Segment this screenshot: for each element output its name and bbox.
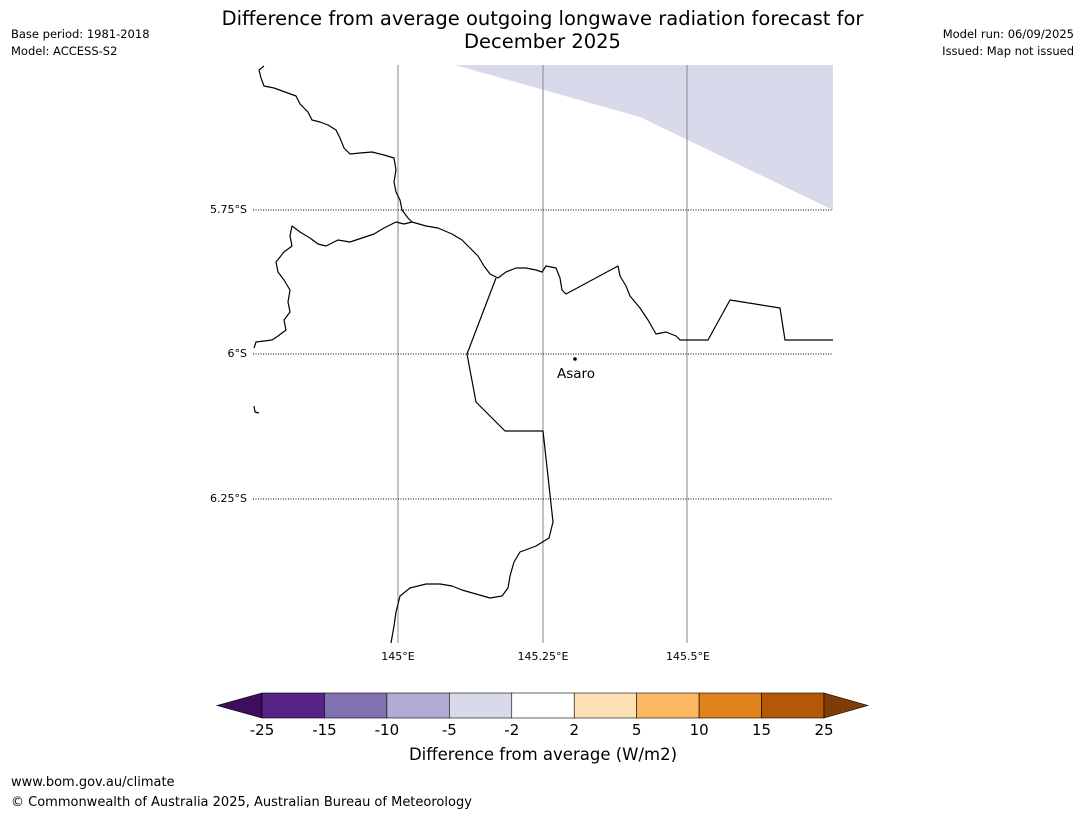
footer-copyright: © Commonwealth of Australia 2025, Austra… [11,795,472,810]
colorbar-segment [261,692,325,719]
lon-label-145-5e: 145.5°E [666,650,710,663]
boundary-south [390,277,554,644]
place-label-asaro: Asaro [557,366,595,382]
colorbar-tick-label: 5 [632,721,642,739]
boundary-central [411,221,833,341]
header-left: Base period: 1981-2018 Model: ACCESS-S2 [11,26,150,60]
colorbar-extend-high [823,692,870,719]
map-title: Difference from average outgoing longwav… [150,7,935,53]
colorbar-extend-low [215,692,263,719]
colorbar-tick-label: 10 [690,721,709,739]
boundary-northwest [253,65,413,349]
colorbar-tick-label: -25 [250,721,275,739]
colorbar-tick-label: -2 [504,721,519,739]
colorbar-tick-label: 15 [752,721,771,739]
lat-label-6-25s: 6.25°S [210,492,247,505]
title-line-1: Difference from average outgoing longwav… [221,7,864,30]
lon-label-145e: 145°E [381,650,414,663]
boundaries [253,65,833,644]
colorbar-tick-label: 25 [814,721,833,739]
colorbar-segment [573,692,637,719]
footer-url: www.bom.gov.au/climate [11,775,175,790]
boundary-fragment [253,405,260,414]
issued-text: Issued: Map not issued [942,44,1074,58]
model-run-text: Model run: 06/09/2025 [942,27,1074,41]
colorbar-segment [386,692,450,719]
lon-label-145-25e: 145.25°E [518,650,569,663]
colorbar-segment [511,692,575,719]
colorbar [215,692,870,719]
latitude-gridlines [253,209,833,500]
colorbar-tick-label: 2 [569,721,579,739]
colorbar-segment [761,692,825,719]
latitude-labels: 5.75°S 6°S 6.25°S [210,203,247,505]
model-text: Model: ACCESS-S2 [11,44,118,58]
lat-label-5-75s: 5.75°S [210,203,247,216]
colorbar-tick-label: -10 [375,721,400,739]
colorbar-segment [449,692,513,719]
colorbar-segment [324,692,388,719]
header-right: Model run: 06/09/2025 Issued: Map not is… [942,26,1074,60]
longitude-labels: 145°E 145.25°E 145.5°E [381,650,710,663]
colorbar-tick-label: -5 [442,721,457,739]
lat-label-6s: 6°S [228,347,247,360]
colorbar-segment [636,692,700,719]
colorbar-tick-label: -15 [312,721,337,739]
colorbar-segment [698,692,762,719]
colorbar-title: Difference from average (W/m2) [408,745,678,764]
base-period-text: Base period: 1981-2018 [11,27,150,41]
asaro-marker [573,357,577,361]
colorbar-tick-labels: -25 -15 -10 -5 -2 2 5 10 15 25 [250,721,834,739]
title-line-2: December 2025 [464,30,621,53]
anomaly-region [455,65,833,210]
